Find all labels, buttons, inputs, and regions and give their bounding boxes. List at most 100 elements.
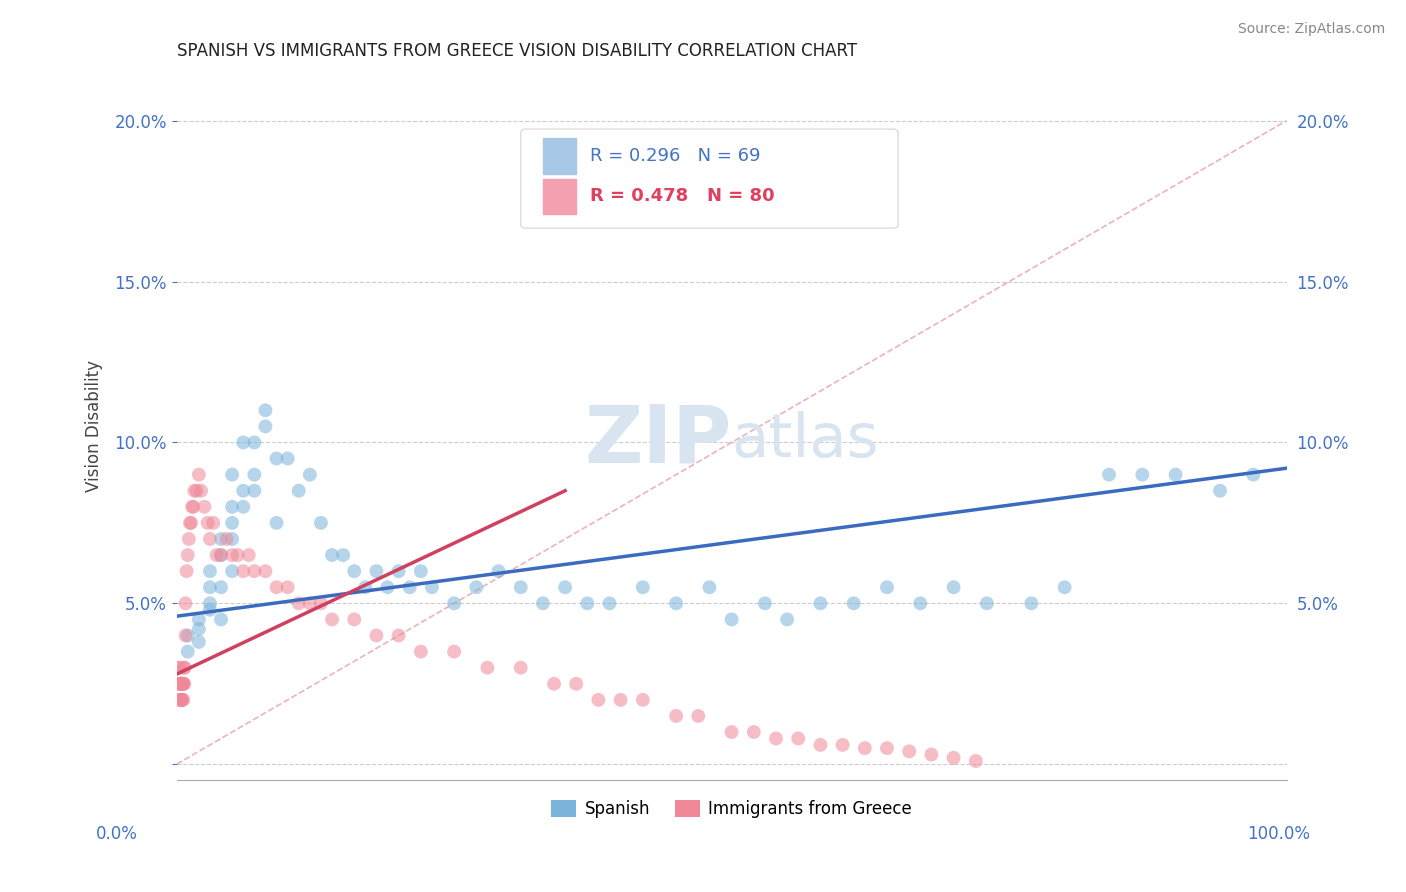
Point — [173, 661, 195, 675]
Point — [1021, 596, 1043, 610]
Point — [221, 500, 243, 514]
Point — [810, 596, 832, 610]
Point — [170, 677, 193, 691]
Point — [172, 677, 194, 691]
Point — [599, 596, 621, 610]
Point — [465, 580, 488, 594]
Point — [221, 548, 243, 562]
Point — [366, 564, 388, 578]
Point — [543, 677, 565, 691]
Point — [172, 677, 194, 691]
Text: atlas: atlas — [731, 411, 879, 470]
Point — [277, 580, 299, 594]
Point — [720, 725, 742, 739]
Bar — [543, 138, 576, 174]
Point — [609, 693, 631, 707]
Point — [409, 564, 432, 578]
Point — [169, 693, 191, 707]
Point — [181, 500, 204, 514]
Point — [177, 628, 200, 642]
Point — [409, 644, 432, 658]
Point — [398, 580, 420, 594]
Point — [180, 516, 202, 530]
Point — [976, 596, 998, 610]
Point — [842, 596, 865, 610]
Point — [202, 516, 225, 530]
Point — [298, 596, 321, 610]
Point — [172, 677, 194, 691]
Point — [343, 612, 366, 626]
Point — [243, 483, 266, 498]
Point — [205, 548, 228, 562]
Point — [910, 596, 932, 610]
Point — [170, 677, 193, 691]
Point — [170, 693, 193, 707]
Text: SPANISH VS IMMIGRANTS FROM GREECE VISION DISABILITY CORRELATION CHART: SPANISH VS IMMIGRANTS FROM GREECE VISION… — [177, 42, 856, 60]
Point — [377, 580, 399, 594]
Point — [631, 580, 654, 594]
Point — [221, 516, 243, 530]
Point — [354, 580, 377, 594]
Point — [177, 532, 200, 546]
FancyBboxPatch shape — [520, 129, 898, 228]
Point — [942, 751, 965, 765]
Point — [221, 564, 243, 578]
Point — [173, 661, 195, 675]
Point — [198, 532, 221, 546]
Point — [332, 548, 354, 562]
Text: ZIP: ZIP — [585, 401, 731, 480]
Point — [187, 467, 209, 482]
Point — [754, 596, 776, 610]
Point — [443, 644, 465, 658]
Point — [215, 532, 238, 546]
Point — [287, 596, 309, 610]
Point — [576, 596, 599, 610]
Point — [309, 596, 332, 610]
Point — [920, 747, 942, 762]
Point — [266, 451, 288, 466]
Point — [420, 580, 443, 594]
Point — [509, 580, 531, 594]
Point — [254, 419, 277, 434]
Text: 0.0%: 0.0% — [96, 825, 138, 843]
Point — [254, 564, 277, 578]
Point — [388, 628, 411, 642]
Point — [198, 564, 221, 578]
Point — [776, 612, 799, 626]
Point — [665, 596, 688, 610]
Point — [1098, 467, 1121, 482]
Point — [193, 500, 215, 514]
Point — [688, 709, 710, 723]
Point — [876, 580, 898, 594]
Point — [169, 677, 191, 691]
Bar — [543, 178, 576, 214]
Point — [343, 564, 366, 578]
Point — [197, 516, 219, 530]
Text: 100.0%: 100.0% — [1247, 825, 1310, 843]
Point — [588, 693, 610, 707]
Point — [179, 516, 201, 530]
Point — [720, 612, 742, 626]
Point — [277, 451, 299, 466]
Point — [172, 677, 194, 691]
Point — [190, 483, 212, 498]
Point — [321, 612, 343, 626]
Point — [170, 693, 193, 707]
Point — [1164, 467, 1187, 482]
Point — [898, 744, 921, 758]
Point — [631, 693, 654, 707]
Point — [187, 635, 209, 649]
Point — [177, 644, 200, 658]
Point — [765, 731, 787, 746]
Point — [565, 677, 588, 691]
Point — [243, 467, 266, 482]
Point — [388, 564, 411, 578]
Point — [810, 738, 832, 752]
Point — [209, 612, 232, 626]
Point — [321, 548, 343, 562]
Point — [166, 661, 188, 675]
Point — [167, 677, 190, 691]
Point — [1053, 580, 1076, 594]
Point — [443, 596, 465, 610]
Legend: Spanish, Immigrants from Greece: Spanish, Immigrants from Greece — [544, 794, 918, 825]
